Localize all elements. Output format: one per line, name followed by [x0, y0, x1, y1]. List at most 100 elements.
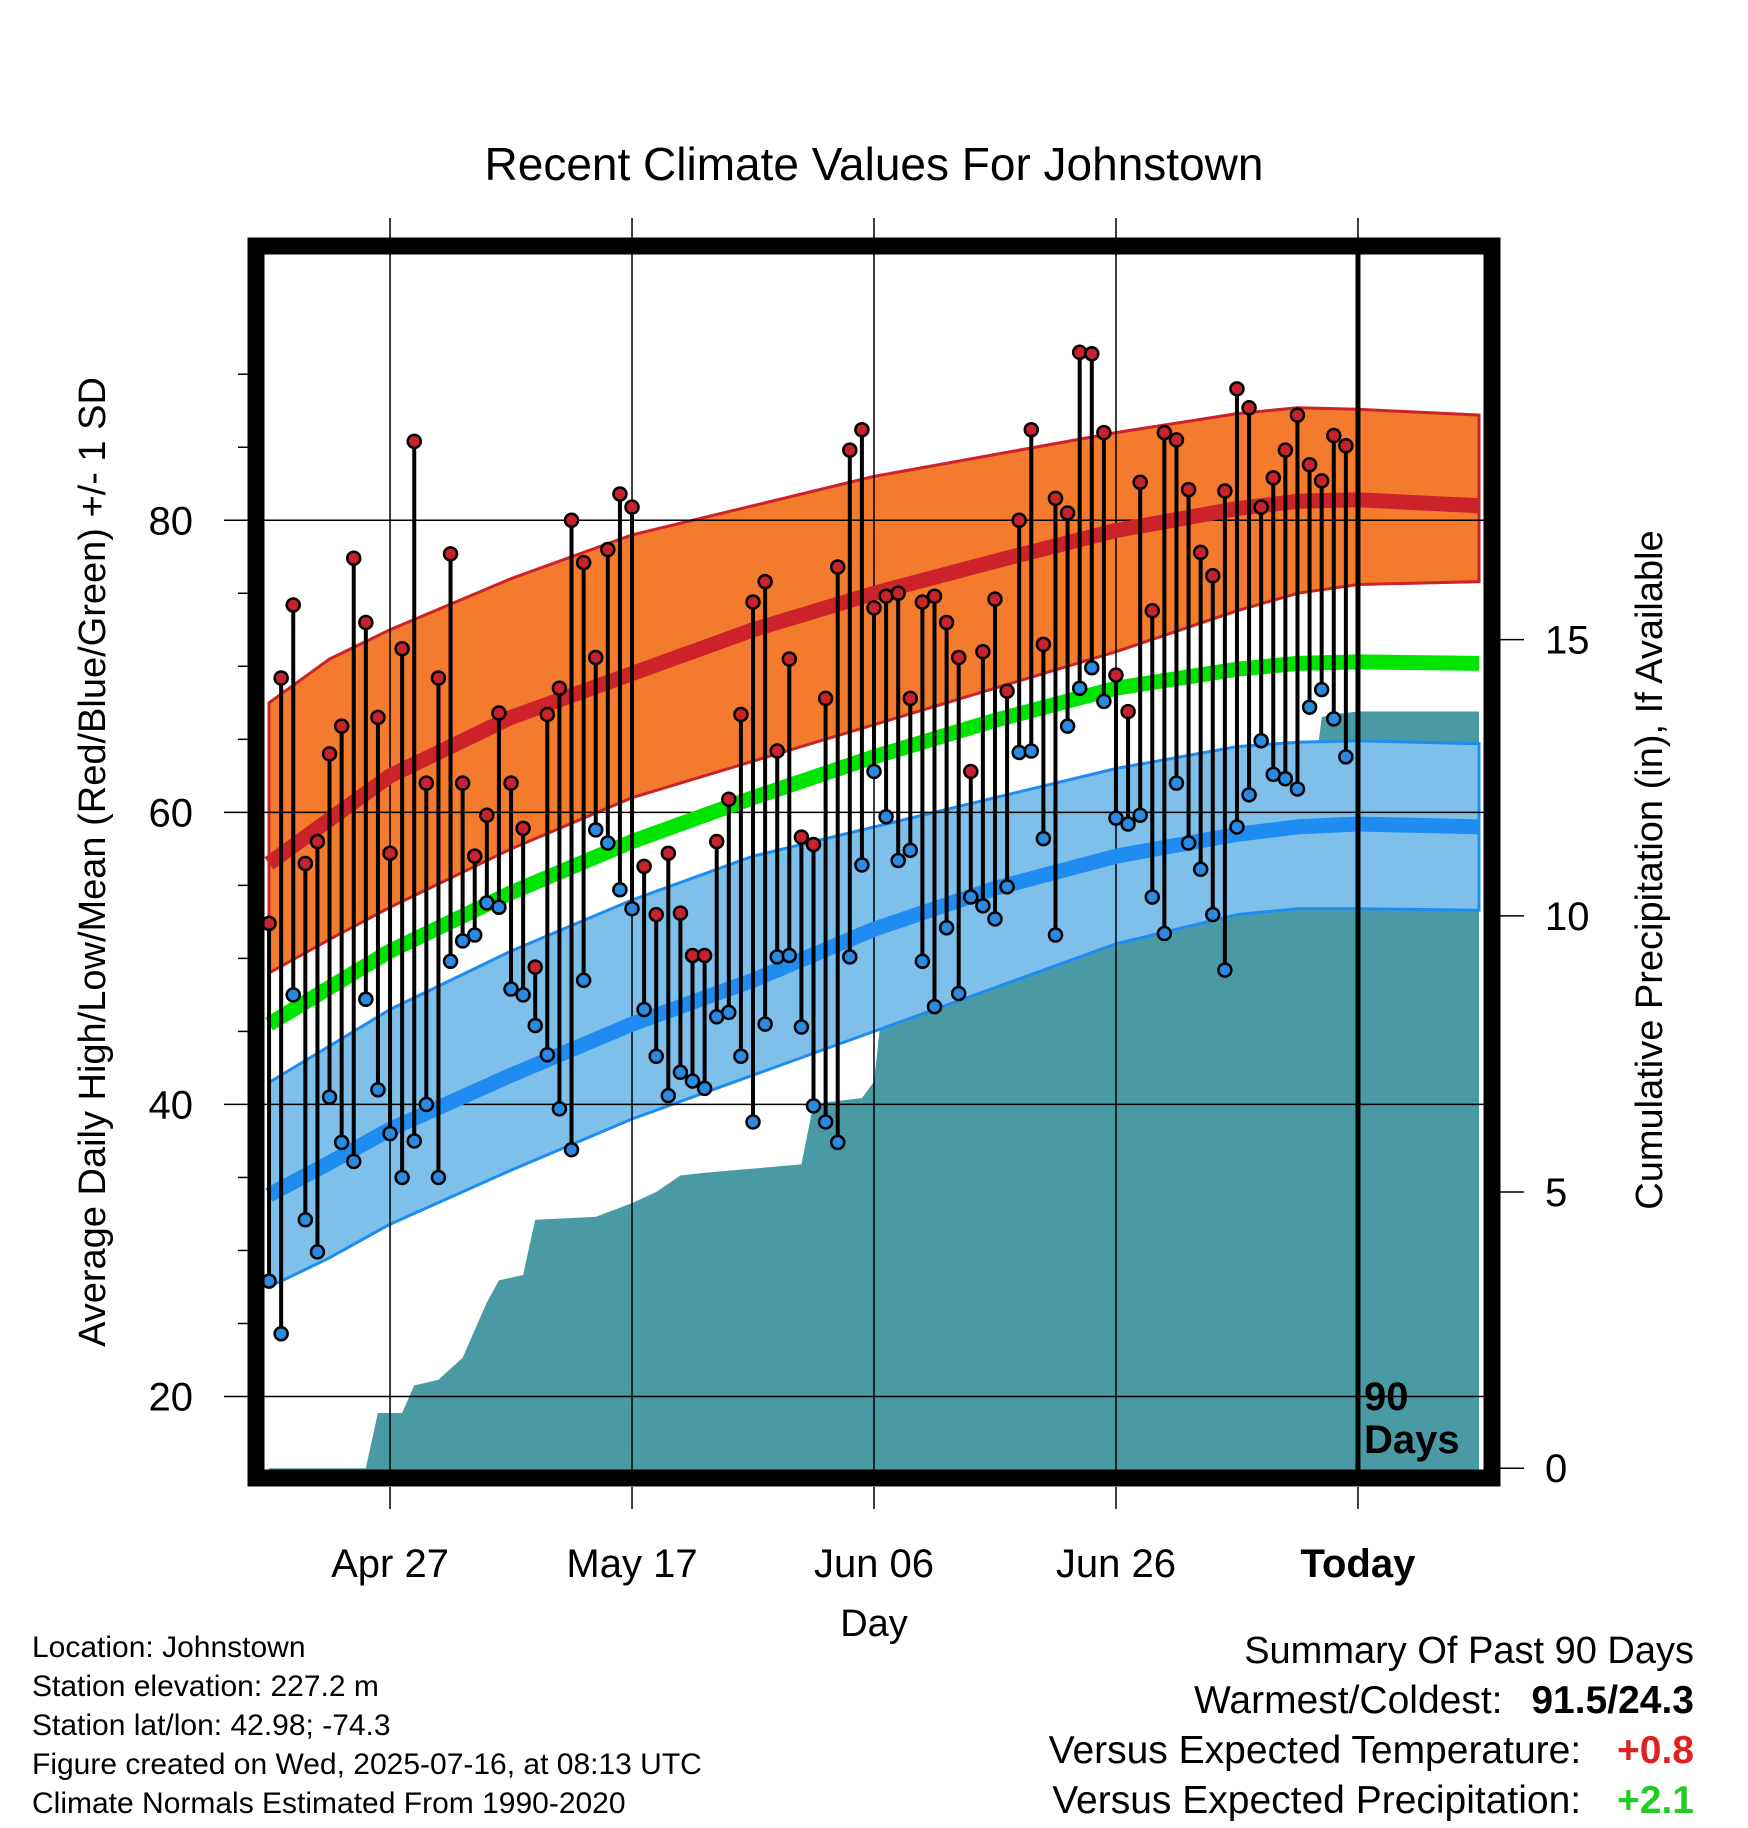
daily-low-point — [333, 1134, 350, 1151]
daily-low-point — [575, 972, 592, 989]
daily-low-point — [733, 1048, 749, 1064]
daily-high-point — [1265, 470, 1282, 486]
plot-frame — [247, 237, 1501, 1487]
daily-high-point — [285, 597, 301, 613]
daily-low-point — [263, 1273, 277, 1289]
daily-low-point — [587, 822, 604, 838]
daily-low-point — [1253, 733, 1269, 749]
precip-anomaly-value: +2.1 — [1617, 1779, 1694, 1822]
y2-tick-label: 15 — [1545, 619, 1590, 663]
daily-low-point — [987, 911, 1003, 927]
warmest-value: 91.5/24.3 — [1531, 1679, 1694, 1722]
daily-low-point — [321, 1089, 338, 1105]
daily-high-point — [466, 848, 483, 864]
daily-high-point — [926, 588, 943, 604]
daily-low-point — [672, 1064, 689, 1081]
daily-low-point — [1035, 830, 1052, 847]
daily-low-point — [926, 998, 943, 1015]
daily-high-point — [273, 670, 289, 686]
daily-low-point — [612, 881, 628, 898]
daily-high-point — [394, 641, 410, 657]
warmest-coldest-row: Warmest/Coldest: 91.5/24.3 — [1049, 1676, 1694, 1726]
x-tick-label: Jun 26 — [1056, 1542, 1176, 1586]
daily-high-point — [987, 591, 1003, 607]
daily-high-point — [503, 775, 519, 791]
daily-high-point — [950, 649, 967, 666]
temp-anomaly-value: +0.8 — [1617, 1729, 1694, 1772]
daily-high-point — [1144, 603, 1161, 619]
station-info: Location: Johnstown Station elevation: 2… — [32, 1628, 702, 1823]
y-tick-label: 40 — [149, 1083, 194, 1127]
y-axis-title: Average Daily High/Low/Mean (Red/Blue/Gr… — [72, 377, 114, 1347]
daily-low-point — [805, 1098, 822, 1114]
y2-tick-label: 0 — [1545, 1447, 1567, 1491]
daily-low-point — [817, 1114, 834, 1130]
daily-high-point — [745, 594, 761, 610]
daily-high-point — [1229, 381, 1245, 397]
daily-low-point — [902, 842, 919, 859]
daily-low-point — [1313, 681, 1330, 698]
daily-high-point — [721, 791, 737, 807]
daily-low-point — [418, 1096, 435, 1113]
daily-low-point — [854, 857, 870, 873]
daily-high-point — [515, 820, 531, 837]
daily-low-point — [1059, 718, 1076, 734]
daily-high-point — [1217, 483, 1233, 499]
elevation-text: Station elevation: 227.2 m — [32, 1670, 379, 1703]
daily-low-point — [563, 1141, 580, 1158]
daily-high-point — [1326, 427, 1342, 444]
x-axis-title: Day — [840, 1603, 908, 1645]
daily-high-point — [1301, 457, 1318, 473]
daily-low-point — [1180, 835, 1197, 851]
daily-low-point — [1241, 787, 1257, 803]
daily-low-point — [1168, 775, 1185, 791]
daily-low-point — [757, 1016, 773, 1032]
daily-high-point — [442, 546, 459, 562]
daily-high-point — [938, 614, 955, 631]
daily-low-point — [624, 900, 640, 917]
daily-high-point — [1132, 474, 1148, 491]
y-tick-label: 20 — [149, 1376, 194, 1420]
daily-high-point — [418, 775, 435, 791]
daily-low-point — [1205, 906, 1221, 923]
daily-high-point — [672, 905, 689, 921]
daily-high-point — [660, 845, 677, 861]
daily-high-point — [1011, 512, 1027, 529]
daily-high-point — [842, 442, 858, 458]
normals-text: Climate Normals Estimated From 1990-2020 — [32, 1787, 626, 1820]
daily-low-point — [1229, 819, 1245, 835]
daily-low-point — [963, 889, 979, 905]
daily-high-point — [563, 512, 580, 529]
daily-high-point — [406, 433, 422, 450]
temp-anomaly-label: Versus Expected Temperature: — [1048, 1729, 1582, 1772]
daily-low-point — [684, 1073, 701, 1089]
daily-high-point — [975, 643, 991, 660]
y2-tick-label: 10 — [1545, 895, 1590, 939]
y-tick-label: 80 — [149, 499, 194, 543]
daily-low-point — [491, 899, 507, 916]
x-tick-label: Jun 06 — [814, 1542, 934, 1586]
y2-tick-label: 5 — [1545, 1171, 1567, 1215]
bottom-axis: Apr 27 May 17 Jun 06 Jun 26 Today — [331, 218, 1416, 1586]
daily-low-point — [660, 1087, 677, 1104]
daily-high-point — [321, 746, 338, 762]
daily-high-point — [817, 690, 834, 707]
daily-high-point — [769, 743, 785, 759]
daily-high-point — [1289, 407, 1306, 423]
daily-high-point — [370, 709, 386, 726]
daily-low-point — [358, 991, 374, 1008]
daily-high-point — [708, 833, 725, 850]
created-text: Figure created on Wed, 2025-07-16, at 08… — [32, 1748, 702, 1781]
daily-low-point — [829, 1134, 846, 1151]
daily-low-point — [636, 1001, 652, 1018]
daily-low-point — [866, 763, 882, 780]
daily-high-point — [1096, 424, 1112, 441]
daily-low-point — [781, 947, 798, 964]
daily-high-point — [999, 683, 1015, 699]
daily-low-point — [1132, 807, 1148, 824]
daily-low-point — [842, 949, 858, 965]
daily-high-point — [733, 706, 749, 723]
daily-low-point — [285, 987, 301, 1003]
latlon-text: Station lat/lon: 42.98; -74.3 — [32, 1709, 391, 1742]
